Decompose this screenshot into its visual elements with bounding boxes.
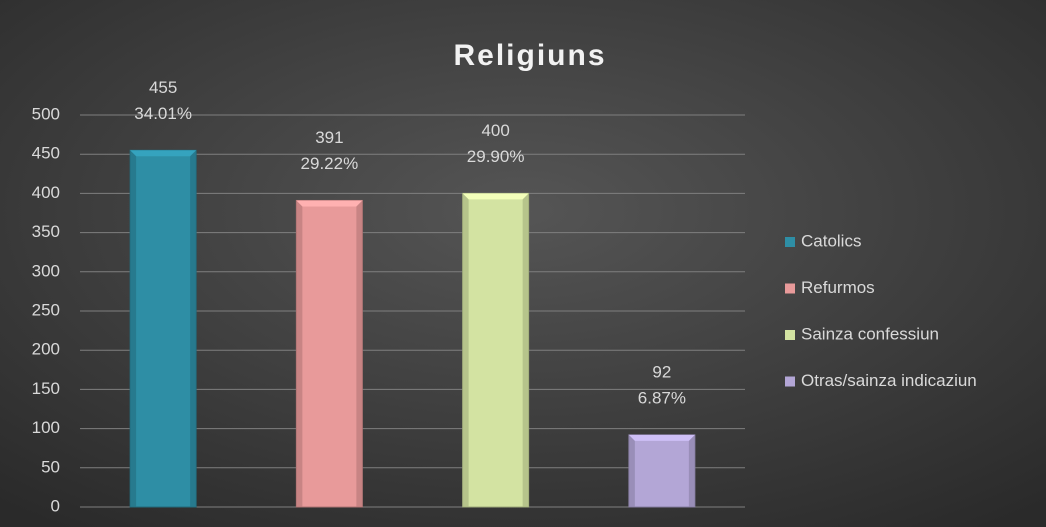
- bar-shade: [296, 200, 303, 507]
- y-tick-label: 50: [41, 457, 60, 476]
- data-label: 92: [652, 362, 671, 381]
- bar: [295, 199, 363, 508]
- legend-marker: [785, 237, 795, 247]
- data-label: 400: [481, 121, 509, 140]
- bar-shade: [628, 434, 635, 507]
- data-label-share: 29.22%: [301, 154, 359, 173]
- data-label: 455: [149, 78, 177, 97]
- legend-label: Otras/sainza indicaziun: [801, 371, 977, 390]
- y-tick-label: 300: [32, 261, 60, 280]
- bar-shade: [462, 193, 469, 507]
- chart-title: Religiuns: [453, 39, 606, 72]
- bar-shade: [356, 200, 363, 507]
- bar: [462, 192, 530, 508]
- bar-cap: [296, 200, 363, 207]
- y-tick-label: 500: [32, 104, 60, 123]
- y-tick-label: 100: [32, 418, 60, 437]
- bar: [129, 149, 197, 508]
- legend-label: Catolics: [801, 231, 861, 250]
- data-label: 391: [315, 128, 343, 147]
- y-tick-label: 450: [32, 144, 60, 163]
- bar-cap: [130, 150, 197, 157]
- bar-shade: [688, 434, 695, 507]
- bar-shade: [130, 150, 137, 507]
- legend-label: Sainza confessiun: [801, 324, 939, 343]
- y-tick-label: 0: [51, 496, 60, 515]
- data-label-share: 6.87%: [638, 388, 686, 407]
- data-label-share: 29.90%: [467, 147, 525, 166]
- legend-marker: [785, 330, 795, 340]
- y-tick-label: 200: [32, 340, 60, 359]
- data-label-share: 34.01%: [134, 104, 192, 123]
- bar-shade: [522, 193, 529, 507]
- legend-marker: [785, 283, 795, 294]
- legend-marker: [785, 376, 795, 387]
- bar-shade: [190, 150, 197, 507]
- bar-cap: [462, 193, 529, 200]
- bar-cap: [628, 434, 695, 441]
- y-tick-label: 250: [32, 300, 60, 319]
- y-tick-label: 150: [32, 379, 60, 398]
- bar: [628, 434, 696, 508]
- legend-label: Refurmos: [801, 278, 875, 297]
- y-tick-label: 350: [32, 222, 60, 241]
- y-tick-label: 400: [32, 183, 60, 202]
